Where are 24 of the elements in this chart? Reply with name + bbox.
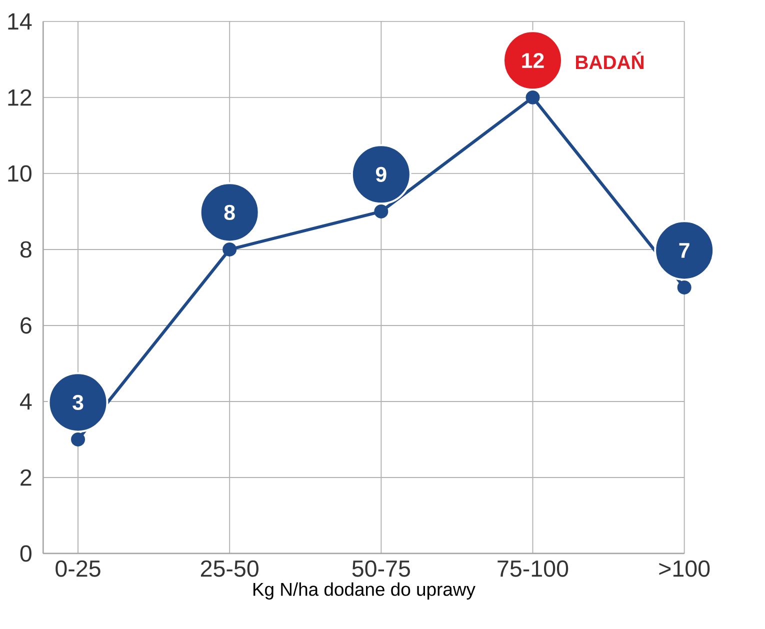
y-tick-label: 2 bbox=[20, 469, 32, 486]
data-label: 9 bbox=[376, 166, 386, 182]
y-tick-label: 0 bbox=[20, 545, 32, 562]
x-tick-label: >100 bbox=[659, 560, 710, 577]
point bbox=[374, 204, 388, 218]
x-tick-label: 75-100 bbox=[498, 560, 568, 577]
point bbox=[71, 432, 86, 446]
y-tick-label: 14 bbox=[8, 13, 32, 30]
y-tick-label: 8 bbox=[20, 240, 32, 258]
point bbox=[677, 280, 692, 294]
y-tick-label: 4 bbox=[20, 393, 32, 410]
annotation: BADAŃ bbox=[576, 52, 644, 69]
y-tick-label: 6 bbox=[20, 316, 32, 334]
data-label: 3 bbox=[72, 394, 84, 410]
x-tick-label: 0-25 bbox=[56, 560, 100, 577]
y-tick-label: 10 bbox=[8, 164, 32, 182]
y-tick-label: 12 bbox=[8, 89, 32, 106]
x-tick-label: 25-50 bbox=[200, 560, 258, 577]
x-tick-label: 50-75 bbox=[352, 560, 410, 577]
data-label: 8 bbox=[224, 204, 235, 220]
point bbox=[222, 242, 237, 256]
data-label: 7 bbox=[679, 242, 690, 258]
data-label: 12 bbox=[522, 52, 544, 68]
x-axis-title: Kg N/ha dodane do uprawy bbox=[253, 582, 476, 600]
